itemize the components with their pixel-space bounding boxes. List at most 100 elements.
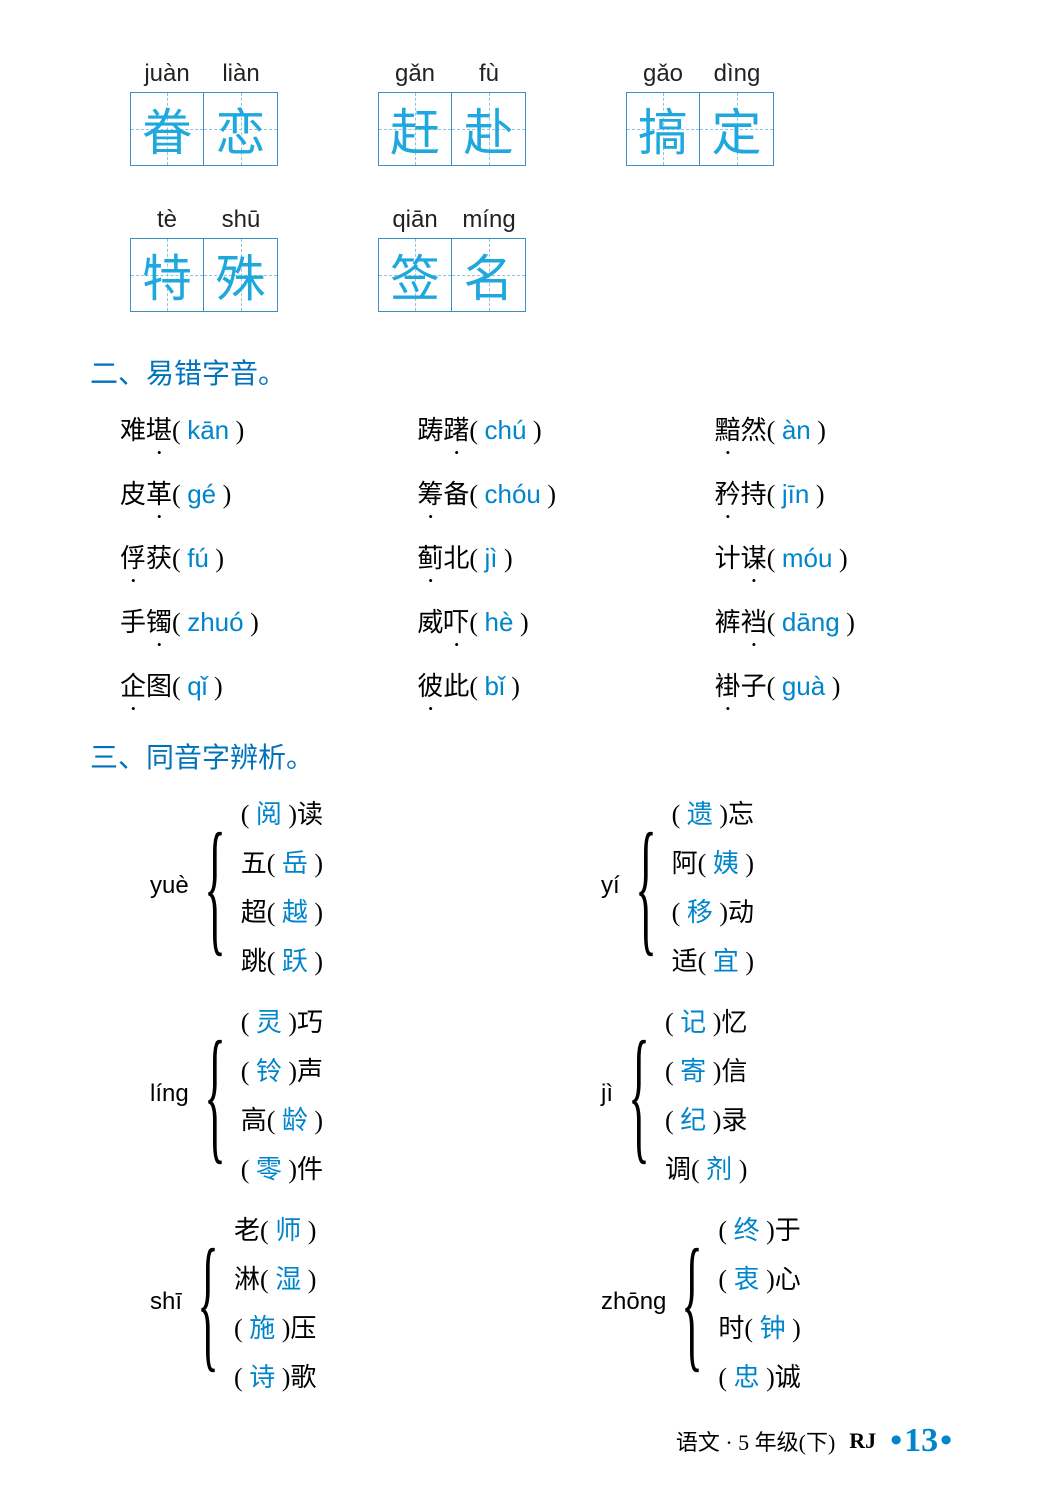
homophone-line: ( 铃 )声 bbox=[241, 1051, 323, 1088]
char-box-group: qiānmíng 签名 bbox=[378, 206, 526, 312]
pinyin-item: 褂子( guà ) bbox=[715, 666, 972, 716]
pinyin-label: liàn bbox=[204, 60, 278, 88]
pinyin-label: shū bbox=[204, 206, 278, 234]
char-box-row-1: juànliàn 眷恋 gǎnfù 赶赴 gǎodìng 搞定 bbox=[90, 60, 972, 166]
pinyin-item: 蓟北( jì ) bbox=[417, 538, 674, 588]
footer-edition: RJ bbox=[849, 1428, 876, 1454]
char-cell: 搞 bbox=[626, 92, 700, 166]
char-glyph: 名 bbox=[464, 239, 514, 311]
homophone-line: ( 记 )忆 bbox=[665, 1002, 747, 1039]
homophone-line: 适( 宜 ) bbox=[672, 941, 754, 978]
brace: { bbox=[204, 819, 226, 954]
homophone-line: ( 阅 )读 bbox=[241, 794, 323, 831]
pinyin-item: 矜持( jīn ) bbox=[715, 474, 972, 524]
homophone-group: líng { ( 灵 )巧 ( 铃 )声高( 龄 ) ( 零 )件 bbox=[150, 1002, 521, 1186]
homophone-line: ( 遗 )忘 bbox=[672, 794, 754, 831]
homophone-label: shī bbox=[150, 1288, 182, 1316]
char-cell: 殊 bbox=[204, 238, 278, 312]
homophone-line: ( 诗 )歌 bbox=[234, 1357, 316, 1394]
section-3-title: 三、同音字辨析。 bbox=[90, 736, 972, 776]
pinyin-item: 筹备( chóu ) bbox=[417, 474, 674, 524]
pinyin-label: qiān bbox=[378, 206, 452, 234]
char-cell: 眷 bbox=[130, 92, 204, 166]
homophone-group: yuè { ( 阅 )读五( 岳 ) 超( 越 ) 跳( 跃 ) bbox=[150, 794, 521, 978]
homophone-group: shī { 老( 师 ) 淋( 湿 ) ( 施 )压 ( 诗 )歌 bbox=[150, 1210, 521, 1394]
homophone-group: jì { ( 记 )忆 ( 寄 )信 ( 纪 )录调( 剂 ) bbox=[601, 1002, 972, 1186]
char-cell: 特 bbox=[130, 238, 204, 312]
brace: { bbox=[204, 1027, 226, 1162]
char-glyph: 赶 bbox=[390, 93, 440, 165]
char-glyph: 赴 bbox=[464, 93, 514, 165]
char-box-group: gǎnfù 赶赴 bbox=[378, 60, 526, 166]
footer-subject: 语文 · 5 年级(下) bbox=[676, 1425, 835, 1457]
pinyin-label: juàn bbox=[130, 60, 204, 88]
homophone-label: jì bbox=[601, 1080, 613, 1108]
homophone-line: 阿( 姨 ) bbox=[672, 843, 754, 880]
char-cell: 恋 bbox=[204, 92, 278, 166]
homophone-line: 淋( 湿 ) bbox=[234, 1259, 316, 1296]
pinyin-item: 裤裆( dāng ) bbox=[715, 602, 972, 652]
char-cell: 定 bbox=[700, 92, 774, 166]
brace: { bbox=[682, 1235, 704, 1370]
homophone-line: 跳( 跃 ) bbox=[241, 941, 323, 978]
homophone-line: 高( 龄 ) bbox=[241, 1100, 323, 1137]
homophone-label: zhōng bbox=[601, 1288, 666, 1316]
pinyin-label: míng bbox=[452, 206, 526, 234]
char-box-group: juànliàn 眷恋 bbox=[130, 60, 278, 166]
pinyin-item: 皮革( gé ) bbox=[120, 474, 377, 524]
pinyin-item: 威吓( hè ) bbox=[417, 602, 674, 652]
char-glyph: 殊 bbox=[216, 239, 266, 311]
homophone-group: yí { ( 遗 )忘阿( 姨 ) ( 移 )动适( 宜 ) bbox=[601, 794, 972, 978]
char-box-group: gǎodìng 搞定 bbox=[626, 60, 774, 166]
pinyin-label: gǎn bbox=[378, 60, 452, 88]
char-glyph: 恋 bbox=[216, 93, 266, 165]
char-glyph: 特 bbox=[142, 239, 192, 311]
homophone-line: ( 移 )动 bbox=[672, 892, 754, 929]
homophone-line: ( 灵 )巧 bbox=[241, 1002, 323, 1039]
brace: { bbox=[197, 1235, 219, 1370]
homophone-group: zhōng{( 终 )于( 衷 )心时( 钟 )( 忠 )诚 bbox=[601, 1210, 972, 1394]
char-glyph: 定 bbox=[712, 93, 762, 165]
char-box-group: tèshū 特殊 bbox=[130, 206, 278, 312]
homophone-label: líng bbox=[150, 1080, 189, 1108]
pinyin-label: dìng bbox=[700, 60, 774, 88]
char-glyph: 眷 bbox=[142, 93, 192, 165]
homophone-line: 老( 师 ) bbox=[234, 1210, 316, 1247]
homophone-line: ( 寄 )信 bbox=[665, 1051, 747, 1088]
homophone-label: yí bbox=[601, 872, 620, 900]
pinyin-list: 难堪( kān ) 踌躇( chú ) 黯然( àn ) 皮革( gé ) 筹备( ch… bbox=[90, 410, 972, 716]
homophone-container: yuè { ( 阅 )读五( 岳 ) 超( 越 ) 跳( 跃 ) yí { ( 遗 )忘阿( … bbox=[90, 794, 972, 1394]
section-2-title: 二、易错字音。 bbox=[90, 352, 972, 392]
homophone-line: 五( 岳 ) bbox=[241, 843, 323, 880]
char-cell: 签 bbox=[378, 238, 452, 312]
char-glyph: 搞 bbox=[638, 93, 688, 165]
pinyin-label: gǎo bbox=[626, 60, 700, 88]
pinyin-label: tè bbox=[130, 206, 204, 234]
pinyin-label: fù bbox=[452, 60, 526, 88]
homophone-line: ( 终 )于 bbox=[718, 1210, 800, 1247]
page-number: 13 bbox=[890, 1422, 952, 1460]
homophone-line: ( 零 )件 bbox=[241, 1149, 323, 1186]
homophone-line: 超( 越 ) bbox=[241, 892, 323, 929]
char-cell: 赴 bbox=[452, 92, 526, 166]
char-glyph: 签 bbox=[390, 239, 440, 311]
footer: 语文 · 5 年级(下) RJ 13 bbox=[676, 1422, 952, 1460]
brace: { bbox=[628, 1027, 650, 1162]
pinyin-item: 俘获( fú ) bbox=[120, 538, 377, 588]
char-cell: 赶 bbox=[378, 92, 452, 166]
pinyin-item: 黯然( àn ) bbox=[715, 410, 972, 460]
homophone-line: 时( 钟 ) bbox=[718, 1308, 800, 1345]
homophone-label: yuè bbox=[150, 872, 189, 900]
homophone-line: ( 施 )压 bbox=[234, 1308, 316, 1345]
pinyin-item: 计谋( móu ) bbox=[715, 538, 972, 588]
homophone-line: 调( 剂 ) bbox=[665, 1149, 747, 1186]
pinyin-item: 企图( qǐ ) bbox=[120, 666, 377, 716]
pinyin-item: 手镯( zhuó ) bbox=[120, 602, 377, 652]
homophone-line: ( 纪 )录 bbox=[665, 1100, 747, 1137]
homophone-line: ( 衷 )心 bbox=[718, 1259, 800, 1296]
char-cell: 名 bbox=[452, 238, 526, 312]
pinyin-item: 踌躇( chú ) bbox=[417, 410, 674, 460]
pinyin-item: 难堪( kān ) bbox=[120, 410, 377, 460]
char-box-row-2: tèshū 特殊 qiānmíng 签名 bbox=[90, 206, 972, 312]
brace: { bbox=[635, 819, 657, 954]
